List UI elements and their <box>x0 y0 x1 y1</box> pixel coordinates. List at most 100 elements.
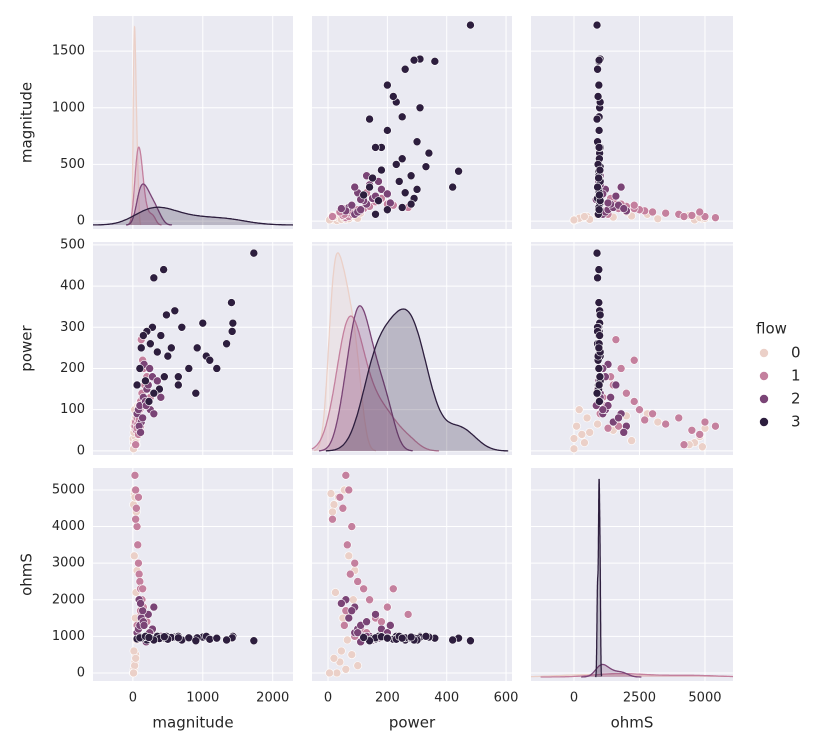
scatter-point <box>711 213 720 222</box>
scatter-point <box>131 485 140 495</box>
scatter-point <box>332 668 342 678</box>
scatter-point <box>594 364 604 373</box>
scatter-point <box>679 212 689 221</box>
scatter-point <box>611 191 621 201</box>
x-tick-label: 0 <box>570 691 578 706</box>
scatter-point <box>174 380 183 390</box>
scatter-point <box>129 551 139 561</box>
x-axis-label: power <box>389 714 436 732</box>
scatter-point <box>377 185 386 194</box>
scatter-point <box>222 635 231 645</box>
scatter-point <box>162 310 171 320</box>
scatter-point <box>177 322 187 332</box>
scatter-point <box>466 20 475 30</box>
scatter-point <box>249 248 259 258</box>
scatter-point <box>648 207 657 217</box>
scatter-point <box>593 419 602 429</box>
scatter-point <box>648 409 657 419</box>
scatter-point <box>386 621 395 630</box>
scatter-point <box>212 633 222 643</box>
scatter-point <box>160 632 169 642</box>
scatter-point <box>594 126 604 135</box>
scatter-point <box>383 80 392 90</box>
scatter-point <box>149 273 159 283</box>
scatter-point <box>454 166 463 176</box>
scatter-point <box>341 664 351 674</box>
kde-line <box>581 663 642 678</box>
x-tick-label: 0 <box>129 691 137 706</box>
y-tick-label: 200 <box>60 361 85 376</box>
kde-line <box>594 478 603 678</box>
legend-label: 2 <box>791 390 801 408</box>
scatter-point <box>595 397 604 406</box>
scatter-point <box>138 413 147 423</box>
x-tick-label: 400 <box>434 691 459 706</box>
scatter-point <box>448 182 457 192</box>
x-tick-label: 600 <box>494 691 519 706</box>
scatter-point <box>344 613 354 623</box>
scatter-point <box>136 428 145 437</box>
scatter-point <box>595 310 605 320</box>
y-axis-label: power <box>18 324 36 371</box>
kde-line <box>540 672 734 678</box>
legend-label: 0 <box>791 344 801 362</box>
panel-background <box>93 16 293 229</box>
scatter-point <box>572 421 581 431</box>
scatter-point <box>198 318 208 328</box>
scatter-point <box>603 198 613 208</box>
scatter-point <box>228 318 238 328</box>
x-tick-label: 200 <box>375 691 400 706</box>
scatter-point <box>611 335 621 344</box>
scatter-point <box>592 388 602 398</box>
scatter-point <box>415 103 425 113</box>
scatter-point <box>167 343 176 353</box>
scatter-point <box>329 654 339 663</box>
scatter-point <box>135 364 145 373</box>
scatter-point <box>679 440 689 450</box>
kde-line <box>127 146 162 226</box>
scatter-point <box>331 588 340 597</box>
scatter-point <box>149 388 159 398</box>
scatter-point <box>329 500 339 509</box>
scatter-point <box>595 165 605 175</box>
scatter-point <box>611 380 621 390</box>
scatter-point <box>430 57 440 66</box>
scatter-point <box>149 409 159 419</box>
scatter-point <box>635 405 644 414</box>
scatter-point <box>325 668 334 678</box>
scatter-point <box>343 635 352 645</box>
y-axis-label: ohmS <box>18 553 36 596</box>
scatter-point <box>594 80 604 90</box>
scatter-point <box>616 182 626 192</box>
scatter-point <box>592 114 602 124</box>
scatter-point <box>136 343 146 353</box>
panel-background <box>531 242 733 455</box>
scatter-point <box>448 635 457 645</box>
scatter-point <box>629 397 639 406</box>
scatter-point <box>144 633 154 642</box>
scatter-point <box>711 421 720 431</box>
kde-area <box>319 305 413 451</box>
scatter-point <box>577 430 587 439</box>
scatter-point <box>130 661 139 670</box>
kde-line <box>319 305 413 452</box>
y-tick-label: 400 <box>60 279 85 294</box>
scatter-point <box>383 633 392 643</box>
scatter-point <box>409 55 419 65</box>
scatter-point <box>661 208 670 218</box>
scatter-point <box>353 661 362 670</box>
scatter-point <box>328 514 337 524</box>
scatter-point <box>362 617 371 627</box>
scatter-point <box>227 298 236 307</box>
y-tick-label: 500 <box>60 157 85 172</box>
panel-background <box>531 16 733 229</box>
scatter-point <box>377 617 386 627</box>
scatter-point <box>132 503 141 513</box>
y-tick-label: 4000 <box>52 519 85 534</box>
scatter-point <box>159 265 168 274</box>
kde-line <box>325 308 509 452</box>
y-tick-label: 1500 <box>52 44 85 59</box>
y-tick-label: 500 <box>60 237 85 252</box>
scatter-point <box>365 595 374 605</box>
